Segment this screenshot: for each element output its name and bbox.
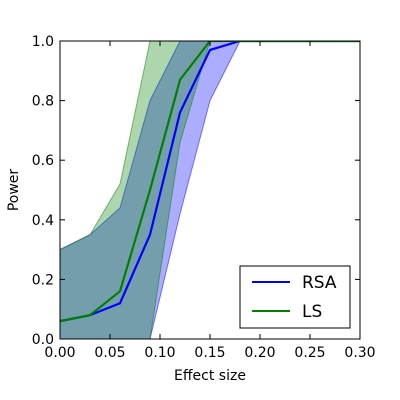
x-tick-label: 0.10 bbox=[144, 345, 175, 361]
y-tick-label: 0.0 bbox=[32, 332, 54, 348]
y-axis-label: Power bbox=[6, 169, 22, 212]
y-tick-label: 0.8 bbox=[32, 94, 54, 110]
series-line-ls bbox=[60, 41, 360, 323]
legend-label-ls: LS bbox=[302, 302, 322, 322]
y-tick-label: 1.0 bbox=[32, 34, 54, 50]
x-tick-label: 0.00 bbox=[44, 345, 75, 361]
series-line-rsa bbox=[60, 41, 360, 323]
x-tick-label: 0.30 bbox=[344, 345, 375, 361]
y-tick-label: 0.4 bbox=[32, 213, 54, 229]
confidence-band-rsa bbox=[60, 41, 360, 339]
confidence-band-ls bbox=[60, 41, 360, 339]
legend-label-rsa: RSA bbox=[302, 273, 337, 293]
y-tick-label: 0.2 bbox=[32, 272, 54, 288]
x-axis-ticks: 0.00 0.05 0.10 0.15 0.20 0.25 0.30 bbox=[44, 41, 376, 361]
x-tick-label: 0.05 bbox=[94, 345, 125, 361]
y-axis-ticks: 0.0 0.2 0.4 0.6 0.8 1.0 bbox=[32, 34, 360, 348]
x-tick-label: 0.25 bbox=[294, 345, 325, 361]
x-axis-label: Effect size bbox=[174, 368, 246, 384]
confidence-bands bbox=[60, 41, 360, 339]
legend: RSA LS bbox=[239, 265, 351, 329]
x-tick-label: 0.15 bbox=[194, 345, 225, 361]
x-tick-label: 0.20 bbox=[244, 345, 275, 361]
series-lines bbox=[60, 41, 360, 323]
legend-box bbox=[239, 265, 351, 329]
y-tick-label: 0.6 bbox=[32, 153, 54, 169]
